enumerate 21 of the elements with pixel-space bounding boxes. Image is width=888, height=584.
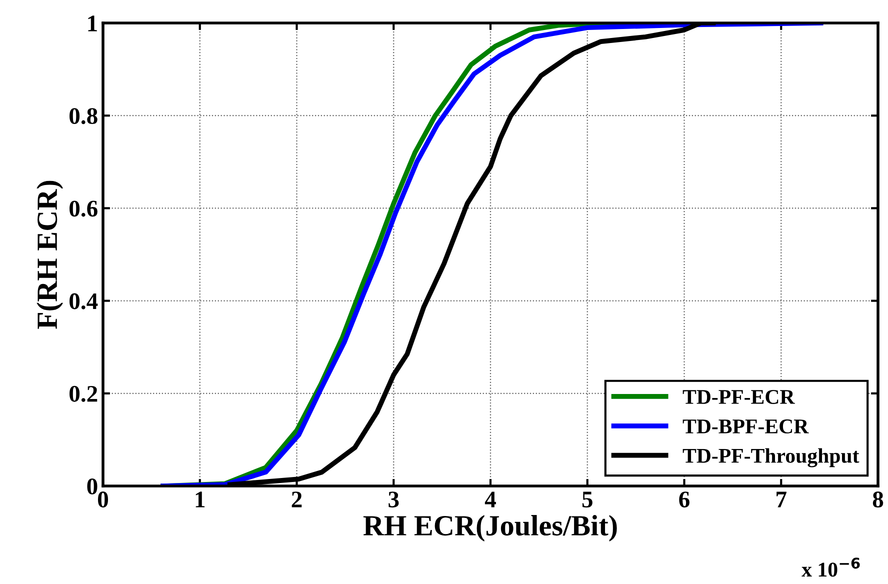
y-tick-label: 0	[87, 478, 98, 494]
legend-label: TD-BPF-ECR	[682, 419, 809, 434]
x-tick-label: 7	[776, 492, 786, 508]
x-axis-title: RH ECR(Joules/Bit)	[363, 515, 617, 542]
x-tick-label: 2	[292, 492, 302, 508]
y-tick-label: 0.4	[70, 293, 98, 310]
legend-label: TD-PF-ECR	[682, 390, 795, 404]
x-tick-label: 3	[388, 492, 399, 508]
x-tick-label: 0	[98, 492, 108, 508]
x-tick-label: 1	[196, 492, 205, 508]
y-tick-label: 0.6	[70, 200, 98, 217]
x-tick-label: 4	[484, 492, 496, 508]
y-tick-label: 0.2	[70, 386, 98, 402]
text: x 10$^{−6}$	[802, 558, 860, 577]
x-tick-label: 5	[582, 492, 592, 508]
x-tick-label: 8	[872, 492, 884, 508]
x-tick-label: 6	[679, 492, 690, 508]
y-tick-label: 1	[88, 16, 97, 32]
y-axis-title: F(RH ECR)	[36, 180, 64, 329]
y-tick-label: 0.8	[70, 108, 98, 124]
legend-label: TD-PF-Throughput	[682, 448, 860, 468]
